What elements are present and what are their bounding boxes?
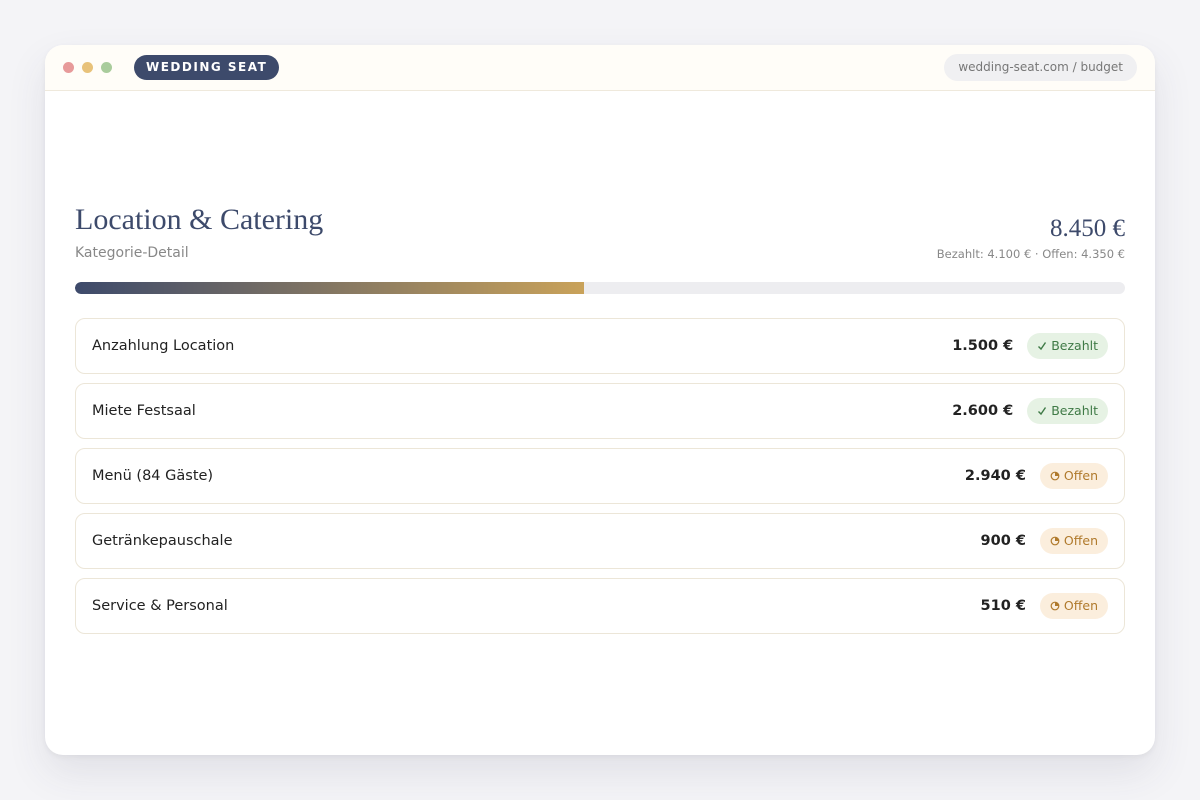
status-badge: Offen bbox=[1039, 528, 1108, 554]
status-text: Offen bbox=[1063, 533, 1098, 548]
progress-fill bbox=[75, 282, 585, 294]
item-row[interactable]: Service & Personal 510 € Offen bbox=[75, 578, 1125, 634]
category-subtitle: Kategorie-Detail bbox=[75, 245, 189, 261]
item-amount: 1.500 € bbox=[952, 338, 1014, 354]
item-row[interactable]: Getränkepauschale 900 € Offen bbox=[75, 513, 1125, 569]
item-amount: 2.940 € bbox=[964, 468, 1026, 484]
url[interactable]: wedding-seat.com / budget bbox=[944, 54, 1137, 81]
status-badge: Offen bbox=[1039, 593, 1108, 619]
item-amount: 510 € bbox=[980, 598, 1026, 614]
status-badge: Bezahlt bbox=[1027, 333, 1108, 359]
clock-wedge bbox=[1054, 537, 1059, 541]
clock-wedge bbox=[1054, 472, 1059, 476]
status-badge: Offen bbox=[1039, 463, 1108, 489]
item-amount: 900 € bbox=[980, 533, 1026, 549]
separator: · bbox=[1034, 247, 1039, 261]
minimize-dot[interactable] bbox=[82, 62, 93, 73]
window-bar: WEDDING SEAT wedding-seat.com / budget bbox=[45, 45, 1155, 91]
status-icon bbox=[1038, 407, 1047, 416]
close-dot[interactable] bbox=[63, 62, 74, 73]
status-icon bbox=[1050, 601, 1060, 611]
status-badge: Bezahlt bbox=[1027, 398, 1108, 424]
total: 8.450 € bbox=[1050, 215, 1125, 242]
item-right: 510 € Offen bbox=[981, 593, 1108, 619]
item-right: 2.940 € Offen bbox=[965, 463, 1108, 489]
progress-track bbox=[75, 282, 1125, 294]
paid-summary: Bezahlt: 4.100 € bbox=[936, 247, 1032, 261]
status-icon bbox=[1050, 471, 1060, 481]
check-icon bbox=[1038, 342, 1047, 351]
item-right: 900 € Offen bbox=[981, 528, 1108, 554]
status-text: Bezahlt bbox=[1051, 403, 1098, 418]
item-row[interactable]: Menü (84 Gäste) 2.940 € Offen bbox=[75, 448, 1125, 504]
summary: Bezahlt: 4.100 € · Offen: 4.350 € bbox=[937, 247, 1125, 261]
item-name: Service & Personal bbox=[92, 598, 228, 614]
item-amount: 2.600 € bbox=[952, 403, 1014, 419]
open-summary: Offen: 4.350 € bbox=[1042, 247, 1125, 261]
category-title: Location & Catering bbox=[75, 203, 324, 236]
clock-wedge bbox=[1054, 602, 1059, 606]
status-icon bbox=[1038, 342, 1047, 351]
window: WEDDING SEAT wedding-seat.com / budget L… bbox=[45, 45, 1155, 755]
status-icon bbox=[1050, 536, 1060, 546]
item-right: 1.500 € Bezahlt bbox=[952, 333, 1108, 359]
maximize-dot[interactable] bbox=[101, 62, 112, 73]
item-name: Getränkepauschale bbox=[92, 533, 233, 549]
item-name: Anzahlung Location bbox=[92, 338, 235, 354]
item-right: 2.600 € Bezahlt bbox=[952, 398, 1108, 424]
status-text: Offen bbox=[1063, 468, 1098, 483]
item-row[interactable]: Miete Festsaal 2.600 € Bezahlt bbox=[75, 383, 1125, 439]
item-name: Miete Festsaal bbox=[92, 403, 196, 419]
check-icon bbox=[1038, 407, 1047, 416]
item-row[interactable]: Anzahlung Location 1.500 € Bezahlt bbox=[75, 318, 1125, 374]
status-text: Bezahlt bbox=[1051, 338, 1098, 353]
brand[interactable]: WEDDING SEAT bbox=[134, 55, 280, 80]
status-text: Offen bbox=[1063, 598, 1098, 613]
item-name: Menü (84 Gäste) bbox=[92, 468, 214, 484]
